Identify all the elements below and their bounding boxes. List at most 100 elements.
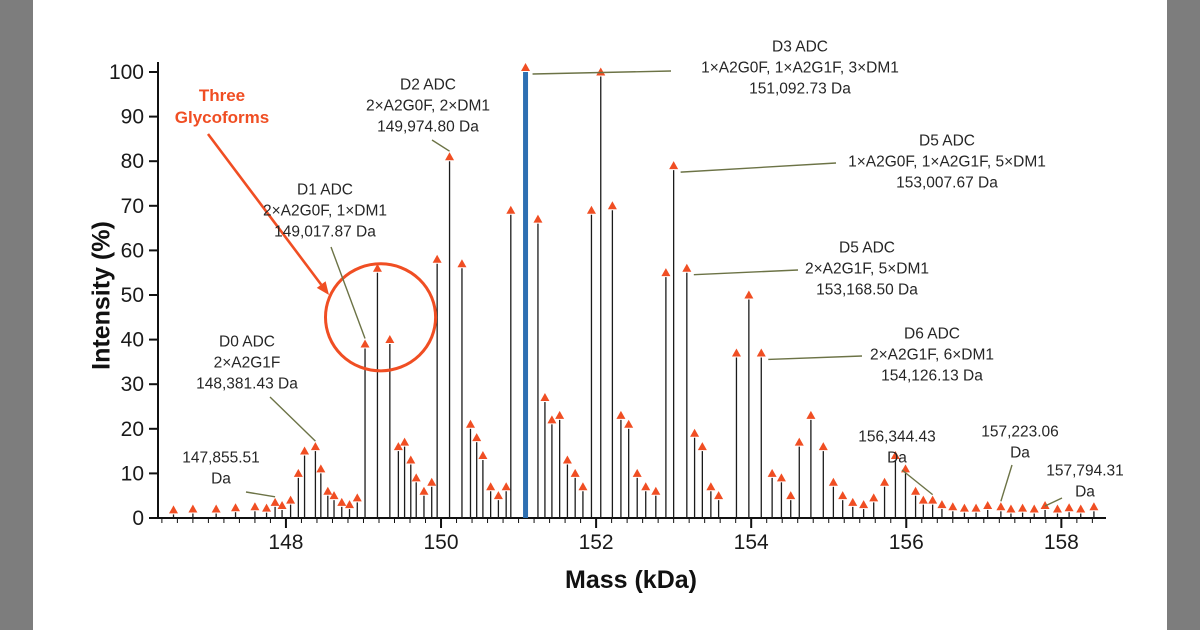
annotation-d3-adc: D3 ADC 1×A2G0F, 1×A2G1F, 3×DM1 151,092.73 … bbox=[532, 39, 899, 98]
peak-marker-icon bbox=[393, 442, 403, 451]
right-frame-bar bbox=[1167, 0, 1200, 630]
peak-marker-icon bbox=[818, 442, 828, 451]
peak-marker-icon bbox=[596, 67, 606, 76]
peak-marker-icon bbox=[776, 473, 786, 482]
peak-marker-icon bbox=[744, 290, 754, 299]
peak-marker-icon bbox=[586, 205, 596, 214]
leader-line bbox=[269, 396, 316, 442]
peak-marker-icon bbox=[231, 503, 241, 512]
peak-marker-icon bbox=[859, 500, 869, 509]
annotation-text: 156,344.43 Da bbox=[858, 429, 936, 467]
peak-marker-icon bbox=[310, 442, 320, 451]
annotation-d5-adc-2: D5 ADC 2×A2G1F, 5×DM1 153,168.50 Da bbox=[693, 240, 929, 299]
peak-marker-icon bbox=[277, 500, 287, 509]
peak-marker-icon bbox=[838, 491, 848, 500]
peak-marker-icon bbox=[445, 152, 455, 161]
leader-line bbox=[1000, 464, 1013, 502]
leader-line bbox=[693, 269, 799, 276]
y-tick-label: 30 bbox=[121, 373, 144, 396]
callout-arrowhead-icon bbox=[316, 281, 329, 295]
annotation-d6-adc: D6 ADC 2×A2G1F, 6×DM1 154,126.13 Da bbox=[768, 326, 994, 385]
peak-marker-icon bbox=[547, 415, 557, 424]
leader-line bbox=[330, 246, 366, 339]
annotation-text: 157,223.06 Da bbox=[981, 424, 1059, 462]
peak-marker-icon bbox=[1040, 500, 1050, 509]
peak-marker-icon bbox=[1076, 504, 1086, 513]
peak-marker-icon bbox=[911, 486, 921, 495]
peak-marker-icon bbox=[406, 455, 416, 464]
annotation-peak-147855: 147,855.51 Da bbox=[182, 450, 276, 498]
peak-marker-icon bbox=[971, 503, 981, 512]
y-tick-label: 90 bbox=[121, 106, 144, 129]
annotation-d1-adc: D1 ADC 2×A2G0F, 1×DM1 149,017.87 Da bbox=[263, 182, 387, 339]
annotation-d2-adc: D2 ADC 2×A2G0F, 2×DM1 149,974.80 Da bbox=[366, 77, 490, 152]
y-tick-label: 80 bbox=[121, 150, 144, 173]
leader-line bbox=[245, 491, 276, 498]
peak-marker-icon bbox=[767, 468, 777, 477]
peak-marker-icon bbox=[465, 419, 475, 428]
leader-line bbox=[431, 139, 450, 152]
x-tick-label: 150 bbox=[424, 531, 459, 554]
peak-marker-icon bbox=[1089, 502, 1099, 511]
peak-marker-icon bbox=[562, 455, 572, 464]
callout-arrow bbox=[206, 133, 323, 286]
peak-marker-icon bbox=[533, 214, 543, 223]
peak-marker-icon bbox=[486, 482, 496, 491]
leader-line bbox=[768, 355, 863, 361]
axes: 148 150 152 154 156 158 0 10 20 30 40 50 60 70 80 90 100 bbox=[109, 61, 1106, 554]
peak-marker-icon bbox=[555, 410, 565, 419]
peak-marker-icon bbox=[848, 497, 858, 506]
peak-marker-icon bbox=[794, 437, 804, 446]
peak-marker-icon bbox=[400, 437, 410, 446]
peak-marker-icon bbox=[250, 502, 260, 511]
peak-marker-icon bbox=[506, 205, 516, 214]
annotation-text: D0 ADC 2×A2G1F 148,381.43 Da bbox=[196, 334, 298, 393]
peak-marker-icon bbox=[411, 473, 421, 482]
peak-marker-icon bbox=[419, 486, 429, 495]
peak-marker-icon bbox=[731, 348, 741, 357]
annotation-text: D5 ADC 1×A2G0F, 1×A2G1F, 5×DM1 153,007.67 … bbox=[848, 133, 1046, 192]
peaks bbox=[169, 63, 1099, 518]
y-tick-label: 0 bbox=[132, 507, 144, 530]
annotation-text: D5 ADC 2×A2G1F, 5×DM1 153,168.50 Da bbox=[805, 240, 929, 299]
x-tick-label: 154 bbox=[734, 531, 769, 554]
peak-marker-icon bbox=[345, 500, 355, 509]
peak-marker-icon bbox=[928, 495, 938, 504]
peak-marker-icon bbox=[570, 468, 580, 477]
peak-marker-icon bbox=[869, 493, 879, 502]
peak-marker-icon bbox=[270, 497, 280, 506]
peak-marker-icon bbox=[706, 482, 716, 491]
peak-marker-icon bbox=[432, 254, 442, 263]
x-axis-title: Mass (kDa) bbox=[565, 566, 697, 594]
x-tick-label: 148 bbox=[268, 531, 303, 554]
y-tick-label: 50 bbox=[121, 284, 144, 307]
glycoforms-ellipse bbox=[323, 262, 438, 373]
leader-line bbox=[680, 162, 837, 173]
peak-marker-icon bbox=[1052, 504, 1062, 513]
peak-marker-icon bbox=[880, 477, 890, 486]
peak-marker-icon bbox=[959, 503, 969, 512]
peak-marker-icon bbox=[478, 451, 488, 460]
peak-marker-icon bbox=[682, 263, 692, 272]
peak-marker-icon bbox=[786, 491, 796, 500]
y-tick-label: 20 bbox=[121, 418, 144, 441]
peak-marker-icon bbox=[1006, 504, 1016, 513]
peak-marker-icon bbox=[262, 503, 272, 512]
peak-marker-icon bbox=[323, 486, 333, 495]
peak-marker-icon bbox=[624, 419, 634, 428]
x-tick-label: 158 bbox=[1044, 531, 1079, 554]
peak-marker-icon bbox=[697, 442, 707, 451]
peak-marker-icon bbox=[1018, 503, 1028, 512]
peak-marker-icon bbox=[948, 502, 958, 511]
peak-marker-icon bbox=[937, 500, 947, 509]
annotation-three-glycoforms: Three Glycoforms bbox=[175, 86, 269, 127]
y-tick-label: 100 bbox=[109, 61, 144, 84]
peak-marker-icon bbox=[669, 161, 679, 170]
peak-marker-icon bbox=[983, 500, 993, 509]
peak-marker-icon bbox=[188, 504, 198, 513]
peak-marker-icon bbox=[918, 495, 928, 504]
peak-marker-icon bbox=[607, 201, 617, 210]
peak-marker-icon bbox=[616, 410, 626, 419]
peak-marker-icon bbox=[385, 335, 395, 344]
